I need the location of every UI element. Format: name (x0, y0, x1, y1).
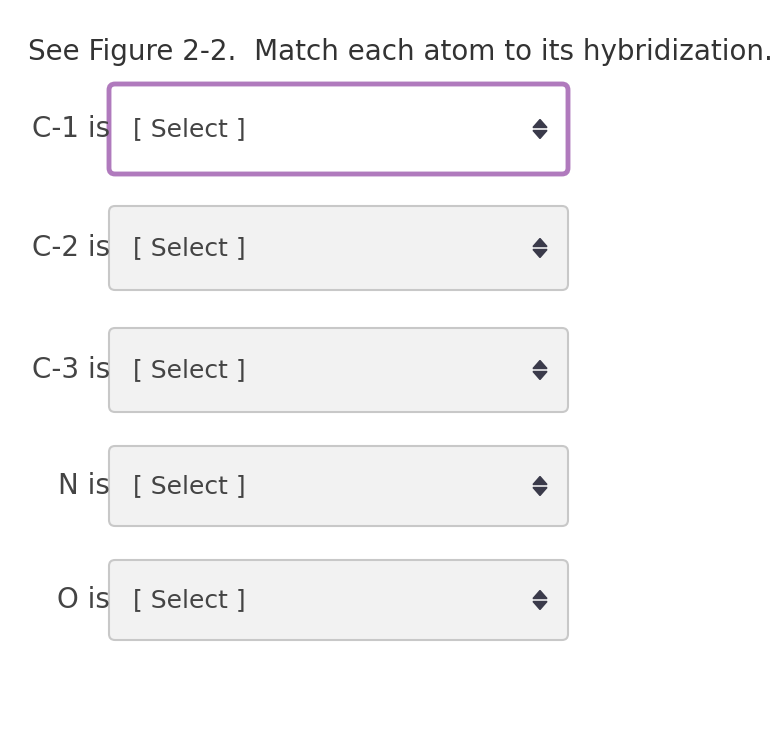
Polygon shape (533, 360, 547, 368)
Polygon shape (533, 238, 547, 246)
Polygon shape (533, 249, 547, 258)
Text: N is: N is (58, 472, 110, 500)
FancyBboxPatch shape (109, 206, 568, 290)
Polygon shape (533, 120, 547, 128)
Text: [ Select ]: [ Select ] (133, 474, 246, 498)
Text: O is: O is (57, 586, 110, 614)
Text: See Figure 2-2.  Match each atom to its hybridization.: See Figure 2-2. Match each atom to its h… (28, 38, 773, 66)
Polygon shape (533, 477, 547, 485)
Text: [ Select ]: [ Select ] (133, 117, 246, 141)
Polygon shape (533, 488, 547, 495)
Text: [ Select ]: [ Select ] (133, 236, 246, 260)
Text: C-2 is: C-2 is (32, 234, 110, 262)
Polygon shape (533, 601, 547, 610)
Text: [ Select ]: [ Select ] (133, 588, 246, 612)
Polygon shape (533, 371, 547, 379)
Polygon shape (533, 131, 547, 139)
FancyBboxPatch shape (109, 446, 568, 526)
Polygon shape (533, 590, 547, 599)
Text: C-1 is: C-1 is (32, 115, 110, 143)
FancyBboxPatch shape (109, 328, 568, 412)
FancyBboxPatch shape (109, 84, 568, 174)
FancyBboxPatch shape (109, 560, 568, 640)
Text: C-3 is: C-3 is (32, 356, 110, 384)
Text: [ Select ]: [ Select ] (133, 358, 246, 382)
